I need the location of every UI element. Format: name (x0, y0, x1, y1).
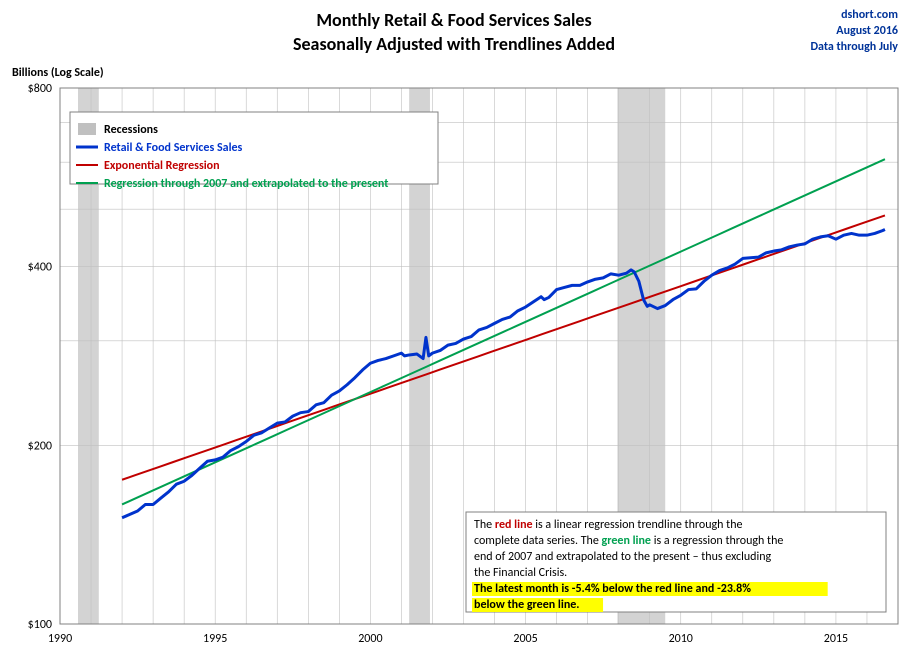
chart-title-line2: Seasonally Adjusted with Trendlines Adde… (293, 33, 615, 55)
annotation-highlight: below the green line. (474, 598, 580, 612)
legend-label: Retail & Food Services Sales (104, 141, 243, 155)
attribution-line: August 2016 (836, 24, 898, 38)
legend-label: Regression through 2007 and extrapolated… (104, 177, 388, 191)
y-tick-label: $200 (28, 439, 52, 453)
svg-text:the Financial Crisis.: the Financial Crisis. (474, 566, 567, 580)
annotation-highlight: The latest month is -5.4% below the red … (474, 582, 751, 596)
svg-text:end of 2007 and extrapolated: end of 2007 and extrapolated to the pres… (474, 550, 772, 564)
y-axis-label: Billions (Log Scale) (12, 66, 104, 80)
x-tick-label: 2000 (358, 632, 382, 646)
svg-text:The red line is a linear regr: The red line is a linear regression tren… (474, 518, 742, 532)
y-tick-label: $100 (28, 618, 52, 632)
attribution-line: Data through July (810, 40, 898, 54)
legend: Recessions Retail & Food Services Sales Ex… (70, 112, 438, 191)
chart-container: 1990 1995 2000 2005 2010 2015 $100 $200 $400 $800… (0, 0, 908, 662)
x-tick-label: 1995 (203, 632, 227, 646)
y-tick-label: $400 (28, 261, 52, 275)
x-tick-label: 2010 (669, 632, 693, 646)
x-tick-label: 2015 (824, 632, 848, 646)
y-tick-label: $800 (28, 82, 52, 96)
annotation-box: The red line is a linear regression tren… (466, 512, 886, 612)
svg-text:complete data series. The gree: complete data series. The green line is … (474, 534, 783, 548)
attribution-line: dshort.com (841, 8, 898, 22)
chart-title-line1: Monthly Retail & Food Services Sales (316, 9, 591, 31)
legend-label: Recessions (104, 123, 158, 137)
chart-svg: 1990 1995 2000 2005 2010 2015 $100 $200 $400 $800… (0, 0, 908, 662)
x-tick-label: 2005 (513, 632, 537, 646)
legend-label: Exponential Regression (104, 159, 220, 173)
x-tick-label: 1990 (48, 632, 72, 646)
